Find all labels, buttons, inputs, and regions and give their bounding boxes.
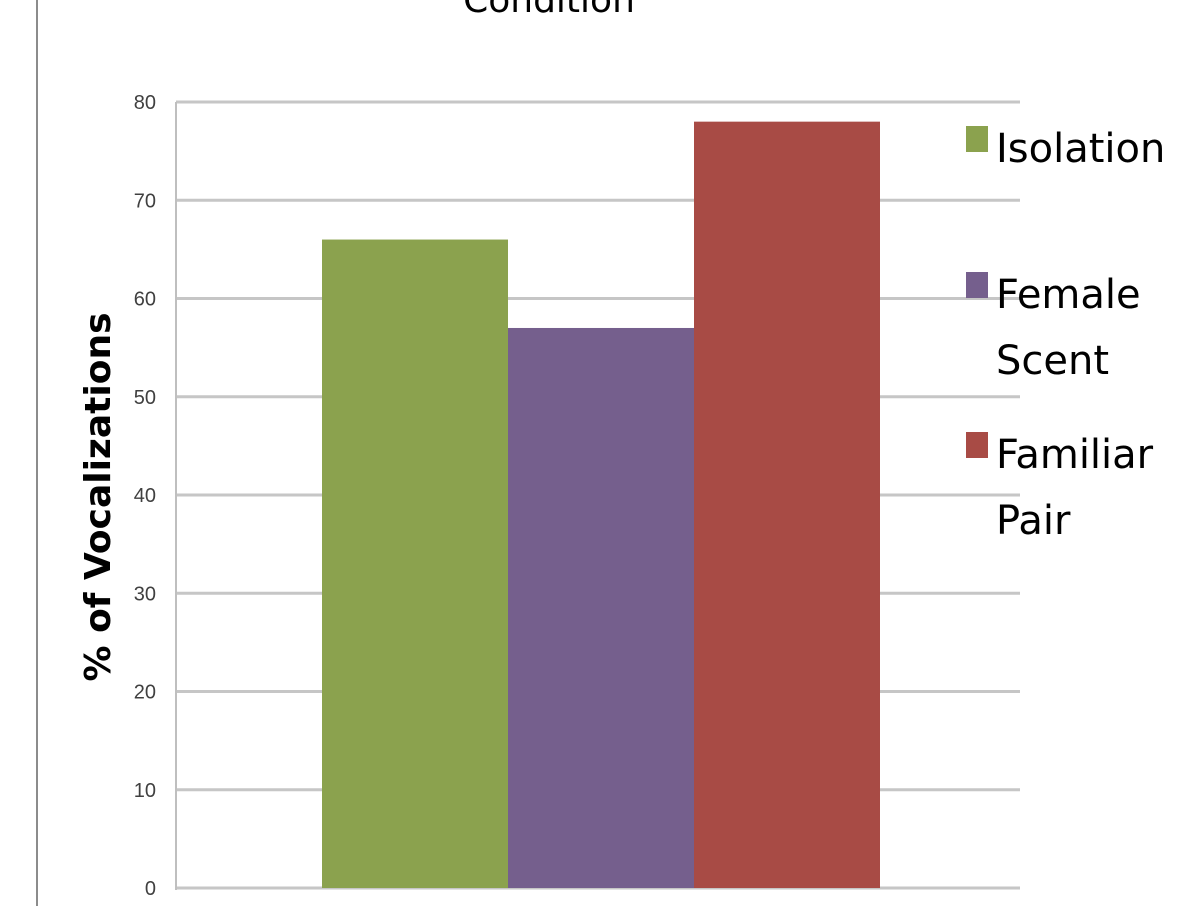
y-tick-label: 0 [145,878,156,900]
y-tick-label: 30 [134,583,156,605]
legend-label: Pair [996,498,1071,544]
legend-label: Scent [996,338,1109,384]
y-tick-label: 70 [134,190,156,212]
legend-label: Isolation [996,126,1165,172]
legend-swatch-female-scent [966,272,988,298]
y-axis-label: % of Vocalizations [78,312,119,681]
legend-swatch-isolation [966,126,988,152]
y-tick-labels: 0 10 20 30 40 50 60 70 80 [134,92,156,900]
chart-title: Condition [463,0,635,21]
y-tick-label: 20 [134,682,156,704]
bars [322,121,880,889]
legend: Isolation Female Scent Familiar Pair [966,126,1165,544]
bar-female-scent [508,327,694,889]
y-tick-label: 60 [134,289,156,311]
y-tick-label: 50 [134,387,156,409]
legend-label: Female [996,272,1141,318]
legend-label: Familiar [996,432,1154,478]
y-tick-label: 80 [134,92,156,114]
y-tick-label: 40 [134,485,156,507]
legend-swatch-familiar-pair [966,432,988,458]
y-tick-label: 10 [134,780,156,802]
bar-isolation [322,239,508,889]
bar-familiar-pair [694,121,880,888]
